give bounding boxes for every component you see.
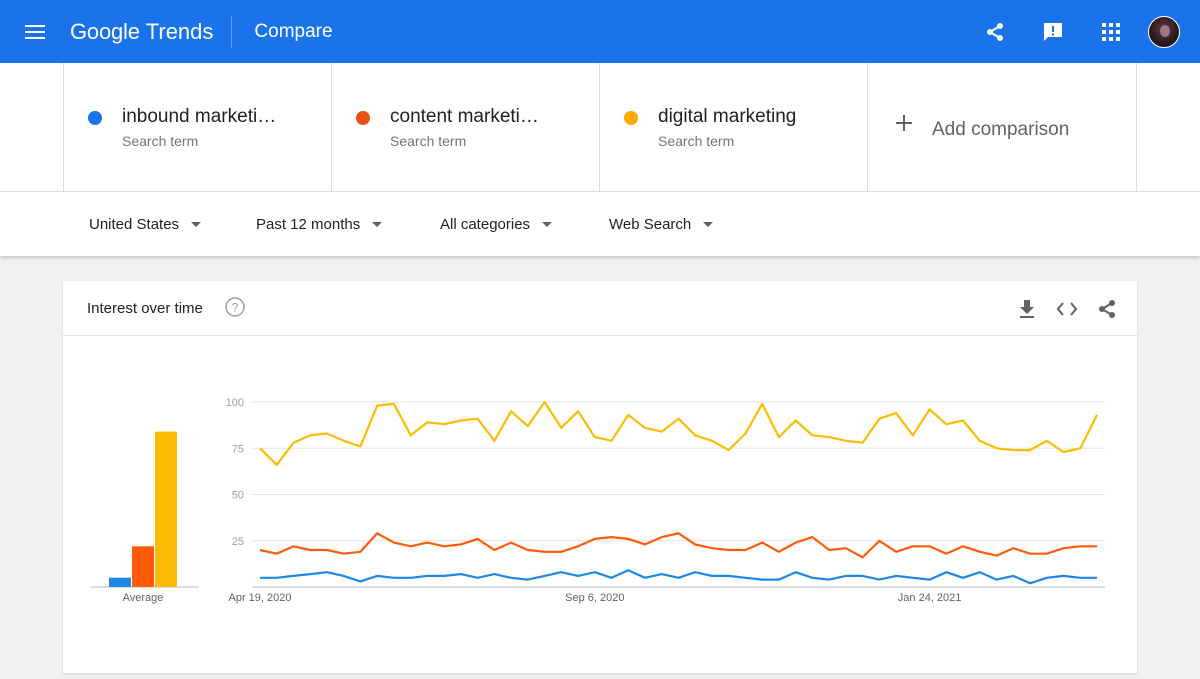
region-value: United States — [89, 215, 180, 233]
google-trends-logo[interactable]: Google Trends — [70, 15, 233, 48]
share-icon — [1099, 300, 1115, 318]
term-color-dot — [356, 111, 370, 125]
feedback-icon — [1044, 22, 1062, 41]
term-card-1[interactable]: inbound marketi… Search term — [63, 63, 332, 191]
term-color-dot — [88, 111, 102, 125]
x-tick-label: Sep 6, 2020 — [565, 592, 624, 604]
term-card-2[interactable]: content marketi… Search term — [331, 63, 600, 191]
term-color-dot — [624, 111, 638, 125]
term-name: inbound marketi… — [122, 106, 277, 127]
account-avatar[interactable] — [1148, 15, 1180, 48]
x-tick-label: Jan 24, 2021 — [898, 592, 962, 604]
y-tick-label: 100 — [226, 397, 244, 409]
card-header: Interest over time ? — [63, 281, 1137, 336]
filter-bar: United States Past 12 months All categor… — [0, 191, 1200, 256]
series-line-3[interactable] — [260, 569, 1097, 585]
average-label: Average — [123, 592, 164, 604]
card-title: Interest over time — [87, 300, 203, 317]
download-csv-button[interactable] — [1007, 289, 1047, 329]
logo-google-text: Google — [70, 18, 140, 44]
add-comparison-button[interactable]: Add comparison — [867, 63, 1137, 191]
term-type: Search term — [658, 133, 735, 149]
y-tick-label: 50 — [232, 490, 244, 502]
series-line-2[interactable] — [259, 532, 1097, 559]
y-tick-label: 25 — [232, 536, 244, 548]
series-line-1[interactable] — [259, 400, 1098, 467]
region-dropdown[interactable]: United States — [89, 192, 202, 256]
dropdown-arrow-icon — [372, 221, 383, 227]
apps-button[interactable] — [1082, 0, 1140, 63]
dropdown-arrow-icon — [191, 221, 202, 227]
term-type: Search term — [122, 133, 199, 149]
x-tick-label: Apr 19, 2020 — [229, 592, 292, 604]
y-tick-label: 75 — [232, 443, 244, 455]
logo-trends-text: Trends — [145, 18, 214, 44]
search-type-dropdown[interactable]: Web Search — [609, 192, 714, 256]
card-actions — [1007, 289, 1127, 329]
time-range-value: Past 12 months — [256, 215, 361, 233]
page-title: Compare — [254, 20, 333, 42]
comparison-terms-bar: inbound marketi… Search term content mar… — [0, 63, 1200, 191]
category-dropdown[interactable]: All categories — [440, 192, 553, 256]
share-chart-button[interactable] — [1087, 289, 1127, 329]
download-icon — [1020, 300, 1034, 318]
search-type-value: Web Search — [609, 215, 692, 233]
average-bar-1[interactable] — [109, 577, 131, 587]
apps-grid-icon — [1102, 22, 1120, 41]
plus-icon — [896, 115, 912, 131]
term-card-3[interactable]: digital marketing Search term — [599, 63, 868, 191]
share-button[interactable] — [966, 0, 1024, 63]
embed-code-icon — [1057, 302, 1077, 316]
hamburger-menu-icon — [25, 24, 45, 39]
add-comparison-label: Add comparison — [932, 119, 1070, 140]
dropdown-arrow-icon — [703, 221, 714, 227]
feedback-button[interactable] — [1024, 0, 1082, 63]
term-name: content marketi… — [390, 106, 539, 127]
term-type: Search term — [390, 133, 467, 149]
interest-over-time-chart[interactable]: 25 50 75 100 Apr 19, 2020 Sep 6, 2020 Jan 24, … — [63, 337, 1137, 673]
category-value: All categories — [440, 215, 531, 233]
app-bar: Google Trends Compare — [0, 0, 1200, 63]
dropdown-arrow-icon — [542, 221, 553, 227]
header-actions — [966, 0, 1180, 63]
average-bar-2[interactable] — [132, 546, 154, 587]
term-name: digital marketing — [658, 106, 797, 127]
share-icon — [987, 22, 1003, 41]
interest-over-time-card: Interest over time ? — [63, 281, 1137, 673]
time-range-dropdown[interactable]: Past 12 months — [256, 192, 383, 256]
menu-button[interactable] — [0, 0, 70, 63]
average-bar-3[interactable] — [155, 431, 177, 587]
embed-button[interactable] — [1047, 289, 1087, 329]
svg-text:?: ? — [232, 301, 239, 315]
help-icon[interactable]: ? — [225, 297, 245, 317]
